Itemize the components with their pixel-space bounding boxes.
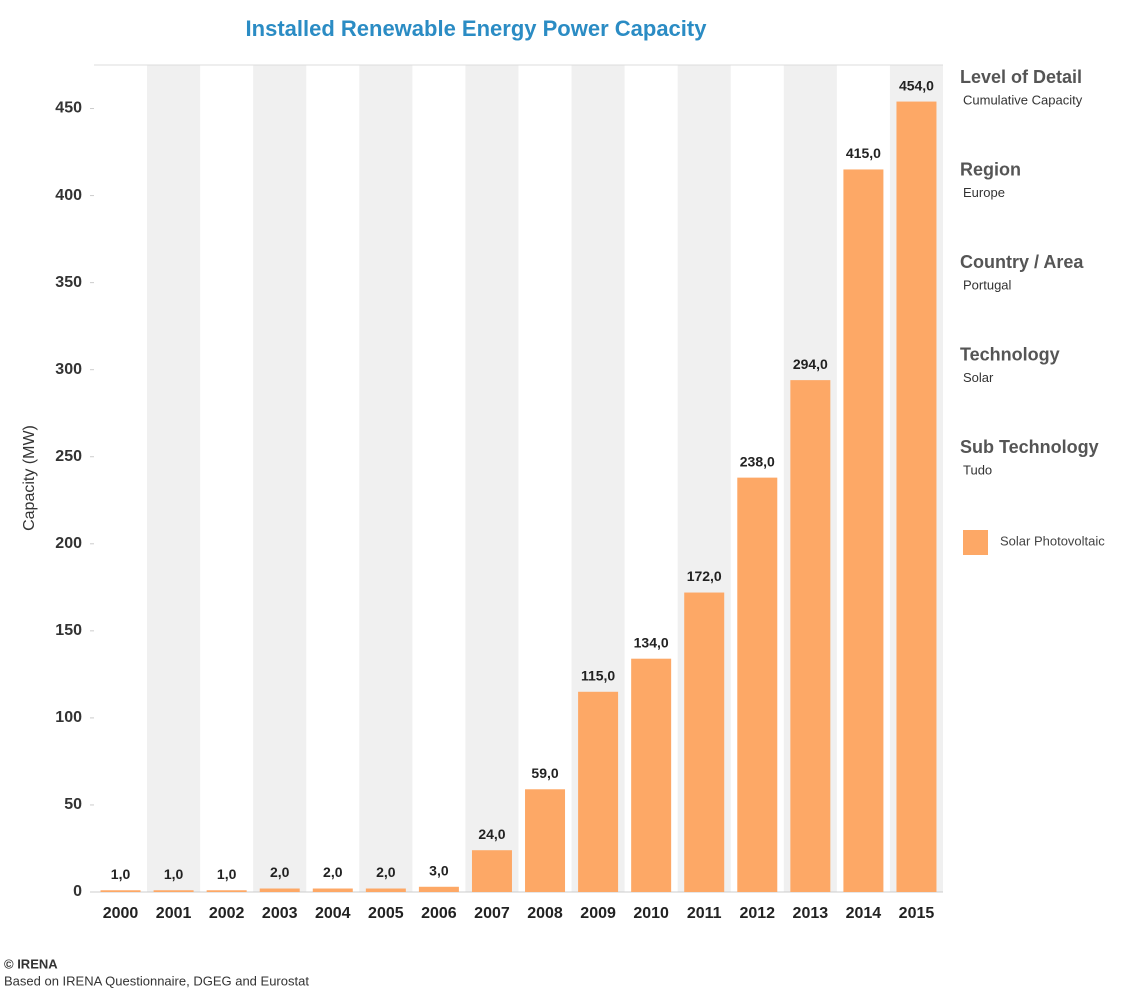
band-shade	[465, 65, 519, 892]
y-tick-label: 0	[73, 883, 82, 900]
bar	[578, 691, 619, 892]
bar	[896, 101, 937, 892]
filter-title: Technology	[960, 344, 1060, 364]
bar	[631, 658, 672, 892]
value-label: 134,0	[634, 634, 669, 650]
y-tick-label: 200	[55, 535, 82, 552]
x-tick-label: 2013	[793, 905, 829, 922]
x-tick-label: 2008	[527, 905, 563, 922]
value-label: 24,0	[478, 826, 505, 842]
value-label: 2,0	[323, 864, 343, 880]
bar	[259, 888, 300, 892]
x-tick-label: 2015	[899, 905, 935, 922]
filter-value: Tudo	[963, 462, 992, 477]
bar	[525, 789, 566, 892]
chart-title: Installed Renewable Energy Power Capacit…	[246, 16, 708, 41]
filter-title: Level of Detail	[960, 67, 1082, 87]
x-tick-label: 2010	[633, 905, 669, 922]
filter-title: Sub Technology	[960, 437, 1099, 457]
x-tick-label: 2012	[739, 905, 775, 922]
x-tick-label: 2003	[262, 905, 298, 922]
bar	[312, 888, 353, 892]
source-credit: © IRENA	[4, 956, 58, 971]
bar	[684, 592, 725, 892]
value-label: 59,0	[531, 765, 558, 781]
x-tick-label: 2007	[474, 905, 510, 922]
value-label: 2,0	[376, 864, 396, 880]
filter-value: Cumulative Capacity	[963, 92, 1083, 107]
bar	[737, 477, 778, 892]
bar	[418, 886, 459, 892]
source-note: Based on IRENA Questionnaire, DGEG and E…	[4, 973, 309, 988]
y-tick-label: 250	[55, 448, 82, 465]
y-tick-label: 350	[55, 274, 82, 291]
value-label: 115,0	[581, 667, 615, 683]
x-tick-label: 2011	[687, 905, 722, 922]
bar	[100, 890, 141, 892]
value-label: 1,0	[111, 866, 131, 882]
value-label: 294,0	[793, 356, 828, 372]
x-tick-label: 2005	[368, 905, 404, 922]
value-label: 415,0	[846, 145, 881, 161]
y-axis-label: Capacity (MW)	[21, 425, 38, 531]
bar	[365, 888, 406, 892]
value-label: 1,0	[217, 866, 237, 882]
legend-label: Solar Photovoltaic	[1000, 533, 1105, 548]
filter-title: Country / Area	[960, 252, 1084, 272]
filter-value: Portugal	[963, 277, 1012, 292]
value-label: 1,0	[164, 866, 184, 882]
value-label: 172,0	[687, 568, 722, 584]
bar	[843, 169, 884, 893]
y-tick-label: 50	[64, 796, 82, 813]
x-tick-label: 2001	[156, 905, 192, 922]
value-label: 454,0	[899, 77, 934, 93]
band-shade	[253, 65, 307, 892]
y-tick-label: 400	[55, 187, 82, 204]
band-shade	[147, 65, 201, 892]
value-label: 2,0	[270, 864, 290, 880]
band-shade	[359, 65, 413, 892]
y-tick-label: 450	[55, 100, 82, 117]
filter-value: Europe	[963, 185, 1005, 200]
x-tick-label: 2014	[846, 905, 882, 922]
value-label: 238,0	[740, 453, 775, 469]
filter-title: Region	[960, 159, 1021, 179]
bar	[790, 380, 831, 892]
x-tick-label: 2004	[315, 905, 351, 922]
filter-value: Solar	[963, 370, 994, 385]
bar	[153, 890, 194, 892]
y-tick-label: 300	[55, 361, 82, 378]
value-label: 3,0	[429, 862, 449, 878]
x-tick-label: 2000	[103, 905, 139, 922]
x-tick-label: 2009	[580, 905, 616, 922]
y-tick-label: 100	[55, 709, 82, 726]
x-tick-label: 2002	[209, 905, 245, 922]
bar	[471, 850, 512, 892]
bar	[206, 890, 247, 892]
x-tick-label: 2006	[421, 905, 457, 922]
legend-swatch	[963, 530, 988, 555]
y-tick-label: 150	[55, 622, 82, 639]
